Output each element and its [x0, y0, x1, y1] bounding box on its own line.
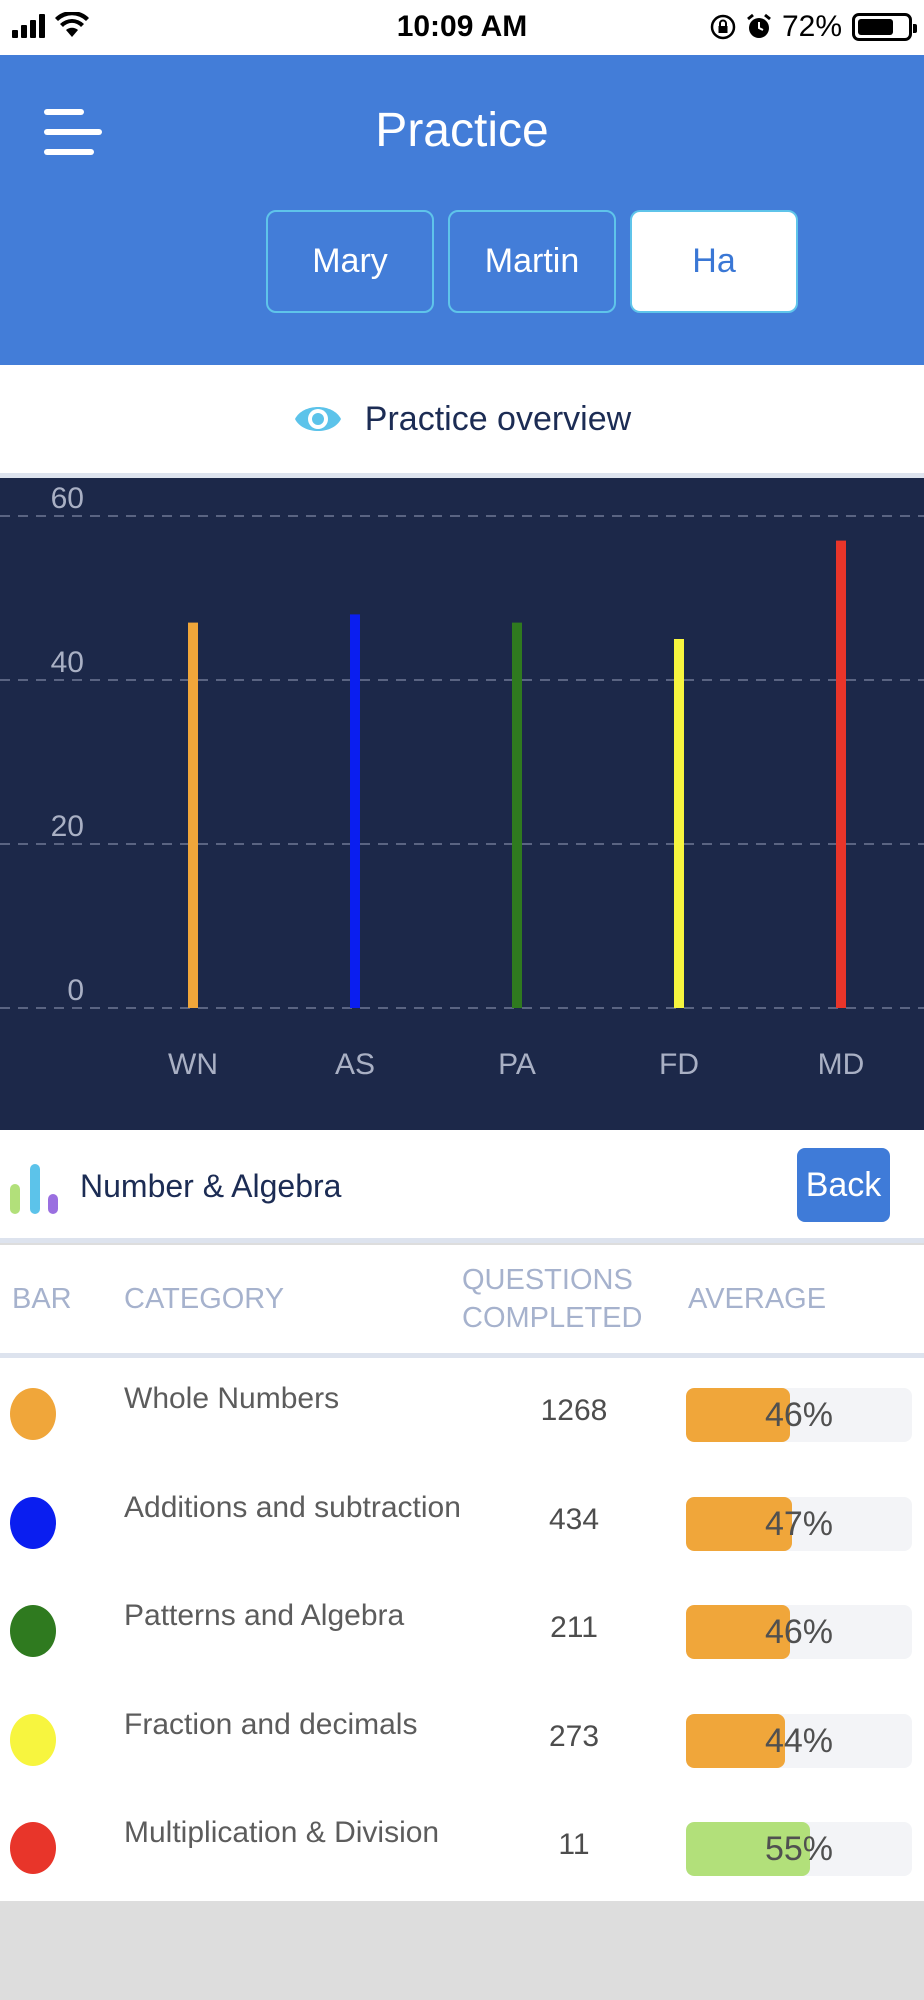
- table-row[interactable]: Patterns and Algebra 211 46%: [0, 1575, 924, 1684]
- category-color-dot: [10, 1822, 56, 1874]
- status-right: 72%: [710, 10, 917, 44]
- header-bar: BAR: [12, 1283, 72, 1315]
- status-time: 10:09 AM: [396, 10, 528, 43]
- tab-ha[interactable]: Ha: [630, 210, 798, 313]
- category-name: Fraction and decimals: [124, 1707, 418, 1741]
- category-name: Multiplication & Division: [124, 1816, 440, 1849]
- bar-pa[interactable]: [512, 622, 522, 1008]
- hamburger-menu-icon[interactable]: [44, 109, 102, 155]
- table-row[interactable]: Fraction and decimals 273 44%: [0, 1684, 924, 1793]
- table-row[interactable]: Multiplication & Division 11 55%: [0, 1792, 924, 1901]
- status-bar: 10:09 AM 72%: [0, 0, 924, 55]
- tab-martin[interactable]: Martin: [448, 210, 616, 313]
- average-value: 46%: [764, 1396, 834, 1434]
- bar-as[interactable]: [350, 614, 360, 1008]
- bar-fd[interactable]: [674, 639, 684, 1008]
- average-bar: 46%: [686, 1388, 912, 1442]
- category-name: Additions and subtraction: [124, 1490, 461, 1524]
- alarm-icon: [747, 13, 771, 38]
- eye-icon: [294, 407, 341, 431]
- header-questions-line2: COMPLETED: [462, 1302, 643, 1334]
- table-row[interactable]: Additions and subtraction 434 47%: [0, 1467, 924, 1576]
- status-left: [12, 12, 89, 38]
- y-tick-label: 0: [67, 974, 84, 1007]
- questions-count: 434: [548, 1502, 600, 1536]
- chart-svg: 0 20 40 60 WN AS PA FD MD: [0, 482, 924, 1081]
- y-tick-label: 20: [51, 810, 84, 843]
- category-title: Number & Algebra: [80, 1168, 342, 1204]
- average-value: 46%: [764, 1613, 834, 1651]
- average-bar: 47%: [686, 1496, 912, 1551]
- battery-percent: 72%: [781, 10, 842, 43]
- average-bar-fill: [686, 1388, 790, 1442]
- tab-mary[interactable]: Mary: [266, 210, 434, 313]
- average-bar-fill: [686, 1496, 793, 1551]
- header-average: AVERAGE: [688, 1283, 827, 1315]
- category-table: BAR CATEGORY QUESTIONS COMPLETED AVERAGE…: [0, 1245, 924, 1901]
- y-tick-label: 40: [51, 646, 84, 679]
- bar-wn[interactable]: [188, 622, 198, 1008]
- average-bar-fill: [686, 1605, 790, 1659]
- average-bar-fill: [686, 1822, 811, 1876]
- table-header: BAR CATEGORY QUESTIONS COMPLETED AVERAGE: [0, 1245, 924, 1358]
- divider: [0, 473, 924, 478]
- header-questions-completed: QUESTIONS COMPLETED: [462, 1245, 642, 1353]
- x-tick-label: PA: [498, 1048, 536, 1081]
- overview-title: Practice overview: [364, 399, 632, 438]
- questions-count: 211: [550, 1611, 598, 1644]
- average-bar: 44%: [686, 1713, 912, 1768]
- back-button[interactable]: Back: [797, 1148, 890, 1222]
- average-value: 47%: [764, 1504, 834, 1543]
- page-title: Practice: [375, 104, 549, 157]
- bar-chart-icon: [10, 1162, 60, 1214]
- category-color-dot: [10, 1496, 56, 1549]
- rotation-lock-icon: [710, 14, 736, 40]
- cellular-signal-icon: [12, 12, 45, 38]
- bar-md[interactable]: [836, 540, 846, 1008]
- header: Practice Mary Martin Ha: [0, 55, 924, 365]
- header-questions-line1: QUESTIONS: [462, 1264, 633, 1296]
- student-tabs: Mary Martin Ha: [266, 210, 798, 313]
- battery-level: [858, 19, 893, 35]
- divider: [0, 1238, 924, 1243]
- table-row[interactable]: Whole Numbers 1268 46%: [0, 1358, 924, 1467]
- questions-count: 11: [558, 1828, 590, 1861]
- category-name: Whole Numbers: [124, 1382, 340, 1415]
- x-tick-label: AS: [335, 1048, 375, 1081]
- x-tick-label: FD: [659, 1048, 699, 1081]
- wifi-icon: [55, 12, 89, 38]
- overview-bar: Practice overview: [0, 365, 924, 473]
- average-bar: 55%: [686, 1822, 912, 1876]
- x-tick-label: WN: [168, 1048, 218, 1081]
- header-category: CATEGORY: [124, 1283, 285, 1315]
- header-divider: [0, 1353, 924, 1358]
- average-value: 55%: [764, 1830, 834, 1868]
- table-body: Whole Numbers 1268 46% Additions and sub…: [0, 1353, 924, 1901]
- questions-count: 1268: [540, 1394, 608, 1427]
- bottom-area: [0, 1903, 924, 2000]
- category-color-dot: [10, 1605, 56, 1657]
- category-header: Number & Algebra Back: [0, 1130, 924, 1240]
- questions-count: 273: [548, 1719, 600, 1753]
- category-color-dot: [10, 1388, 56, 1440]
- average-bar-fill: [686, 1713, 786, 1768]
- practice-chart: 0 20 40 60 WN AS PA FD MD: [0, 478, 924, 1130]
- category-name: Patterns and Algebra: [124, 1599, 405, 1632]
- average-bar: 46%: [686, 1605, 912, 1659]
- average-value: 44%: [764, 1721, 834, 1760]
- battery-icon: [852, 13, 917, 41]
- x-tick-label: MD: [818, 1048, 865, 1081]
- y-tick-label: 60: [51, 482, 84, 515]
- category-color-dot: [10, 1713, 56, 1766]
